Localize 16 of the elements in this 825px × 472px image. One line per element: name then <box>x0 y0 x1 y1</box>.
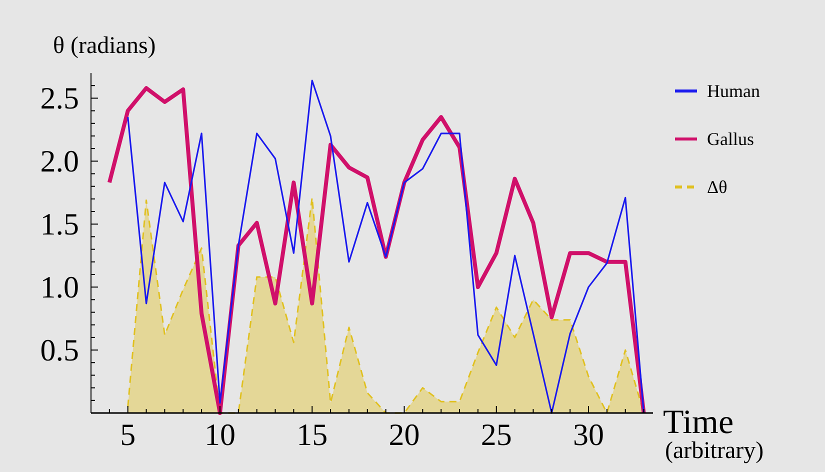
x-axis-title: Time (arbitrary) <box>663 404 764 464</box>
y-tick-label: 2.0 <box>40 144 79 179</box>
legend-label: Δθ <box>707 177 728 197</box>
y-tick-label: 0.5 <box>40 332 79 368</box>
x-tick-label: 5 <box>120 417 136 452</box>
y-tick-label: 2.5 <box>40 80 79 116</box>
legend-label: Human <box>707 81 760 101</box>
y-axis-title: θ (radians) <box>53 33 156 59</box>
x-tick-label: 20 <box>388 417 420 452</box>
y-tick-label: 1.5 <box>40 206 79 242</box>
x-tick-label: 15 <box>296 417 328 452</box>
x-tick-label: 25 <box>480 417 512 452</box>
x-tick-label: 30 <box>573 417 604 452</box>
x-tick-label: 10 <box>204 417 236 452</box>
legend-label: Gallus <box>707 129 754 149</box>
y-tick-label: 1.0 <box>40 270 79 305</box>
